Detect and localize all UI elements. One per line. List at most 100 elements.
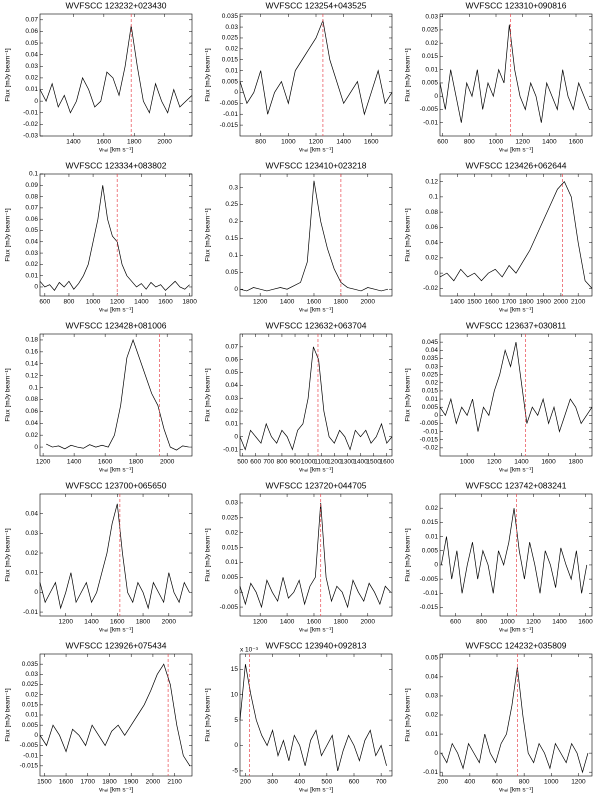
- y-tick-label: 0.02: [425, 40, 438, 47]
- y-tick-label: 0.06: [25, 28, 38, 35]
- x-tick-label: 1600: [307, 619, 322, 626]
- y-tick-label: 0.015: [422, 53, 439, 60]
- y-tick-label: 0: [234, 742, 238, 749]
- y-tick-label: 0.015: [222, 56, 239, 63]
- x-tick-label: 1600: [307, 299, 322, 306]
- y-tick-label: 0.01: [425, 396, 438, 403]
- plot-frame: [439, 13, 593, 137]
- y-tick-label: 0.01: [225, 67, 238, 74]
- x-tick-label: 400: [464, 779, 475, 786]
- x-tick-label: 1500: [37, 779, 52, 786]
- x-tick-label: 1400: [134, 299, 149, 306]
- y-tick-label: 0: [34, 284, 38, 291]
- plot-frame: [439, 493, 593, 617]
- y-tick-label: 0.005: [22, 722, 39, 729]
- x-tick-label: 1000: [86, 299, 101, 306]
- x-tick-label: 200: [437, 779, 448, 786]
- y-tick-label: 0.01: [25, 86, 38, 93]
- y-tick-label: 0.03: [25, 63, 38, 70]
- x-tick-label: 1600: [158, 299, 173, 306]
- y-tick-label: 0: [234, 89, 238, 96]
- x-tick-label: 1400: [67, 459, 82, 466]
- plot-frame: [439, 333, 593, 457]
- plot-frame: [39, 13, 193, 137]
- y-tick-label: 0.01: [425, 66, 438, 73]
- panel-title: WVFSCC 123637+030811: [466, 320, 567, 330]
- x-tick-label: 1800: [102, 779, 117, 786]
- x-tick-label: 1600: [110, 619, 125, 626]
- spectrum-line: [439, 342, 593, 433]
- y-tick-label: -5: [232, 768, 238, 775]
- x-tick-label: 2000: [361, 299, 376, 306]
- x-tick-label: 1000: [544, 779, 559, 786]
- panel-title: WVFSCC 123410+023218: [266, 160, 367, 170]
- y-tick-label: 0.16: [25, 349, 38, 356]
- y-tick-label: 0.05: [25, 40, 38, 47]
- y-tick-label: 0.06: [25, 216, 38, 223]
- y-tick-label: 0.1: [29, 171, 38, 178]
- spectrum-line: [39, 185, 190, 291]
- y-tick-label: 0.01: [425, 731, 438, 738]
- y-tick-label: 0.02: [25, 261, 38, 268]
- x-tick-label: 1400: [552, 619, 567, 626]
- y-tick-label: 0.04: [425, 674, 438, 681]
- y-tick-label: 0.08: [25, 396, 38, 403]
- x-tick-label: 1200: [515, 139, 530, 146]
- y-tick-label: 0.25: [225, 201, 238, 208]
- y-tick-label: 0.02: [25, 75, 38, 82]
- y-tick-label: 0.02: [225, 408, 238, 415]
- x-axis-label: vₕₑₗ [km s⁻¹]: [99, 147, 133, 154]
- x-tick-label: 1600: [541, 459, 556, 466]
- x-tick-label: 500: [321, 779, 332, 786]
- y-tick-label: 0.07: [225, 344, 238, 351]
- x-tick-label: 1400: [450, 299, 465, 306]
- x-tick-label: 1800: [136, 619, 151, 626]
- x-tick-label: 1000: [301, 459, 316, 466]
- x-tick-label: 300: [267, 779, 278, 786]
- spectrum-line: [239, 19, 393, 116]
- spectrum-line: [46, 338, 189, 451]
- panel-title: WVFSCC 123428+081006: [66, 320, 167, 330]
- x-tick-label: 600: [349, 779, 360, 786]
- y-axis-label: Flux [mJy beam⁻¹]: [405, 528, 412, 581]
- x-tick-label: 2000: [160, 459, 175, 466]
- x-tick-label: 1400: [280, 619, 295, 626]
- spectrum-line: [239, 180, 389, 292]
- y-tick-label: 0.05: [225, 269, 238, 276]
- x-axis-label: vₕₑₗ [km s⁻¹]: [299, 787, 333, 794]
- y-tick-label: 0.025: [222, 35, 239, 42]
- y-tick-label: 0.12: [425, 178, 438, 185]
- x-tick-label: 1400: [542, 139, 557, 146]
- y-tick-label: 0.1: [229, 252, 238, 259]
- plot-frame: [239, 653, 393, 777]
- y-tick-label: 0.02: [425, 712, 438, 719]
- plot-frame: [239, 13, 393, 137]
- spectrum-line: [39, 25, 193, 114]
- x-tick-label: 2000: [146, 779, 161, 786]
- y-tick-label: 0.01: [225, 421, 238, 428]
- x-axis-label: vₕₑₗ [km s⁻¹]: [99, 307, 133, 314]
- y-tick-label: -0.01: [423, 769, 438, 776]
- x-tick-label: 1500: [366, 459, 381, 466]
- y-tick-label: 0.02: [425, 255, 438, 262]
- panel-title: WVFSCC 123720+044705: [266, 480, 367, 490]
- y-tick-label: 0.005: [422, 80, 439, 87]
- x-tick-label: 900: [290, 459, 301, 466]
- x-tick-label: 1700: [81, 779, 96, 786]
- x-tick-label: 800: [519, 779, 530, 786]
- y-tick-label: -0.01: [423, 590, 438, 597]
- y-tick-label: 0.035: [222, 13, 239, 20]
- spectrum-line: [439, 24, 590, 123]
- x-tick-label: 1800: [568, 459, 583, 466]
- y-tick-label: 0: [434, 270, 438, 277]
- panel-title: WVFSCC 123254+043525: [266, 0, 367, 10]
- y-tick-label: 0.02: [425, 380, 438, 387]
- y-tick-label: 0: [234, 286, 238, 293]
- y-tick-label: -0.005: [420, 576, 439, 583]
- y-tick-label: 0.03: [425, 13, 438, 20]
- y-tick-label: -0.03: [23, 133, 38, 140]
- y-axis-label: Flux [mJy beam⁻¹]: [205, 208, 212, 261]
- y-tick-label: 0: [234, 433, 238, 440]
- y-tick-label: -0.01: [23, 109, 38, 116]
- plot-frame: [239, 333, 393, 457]
